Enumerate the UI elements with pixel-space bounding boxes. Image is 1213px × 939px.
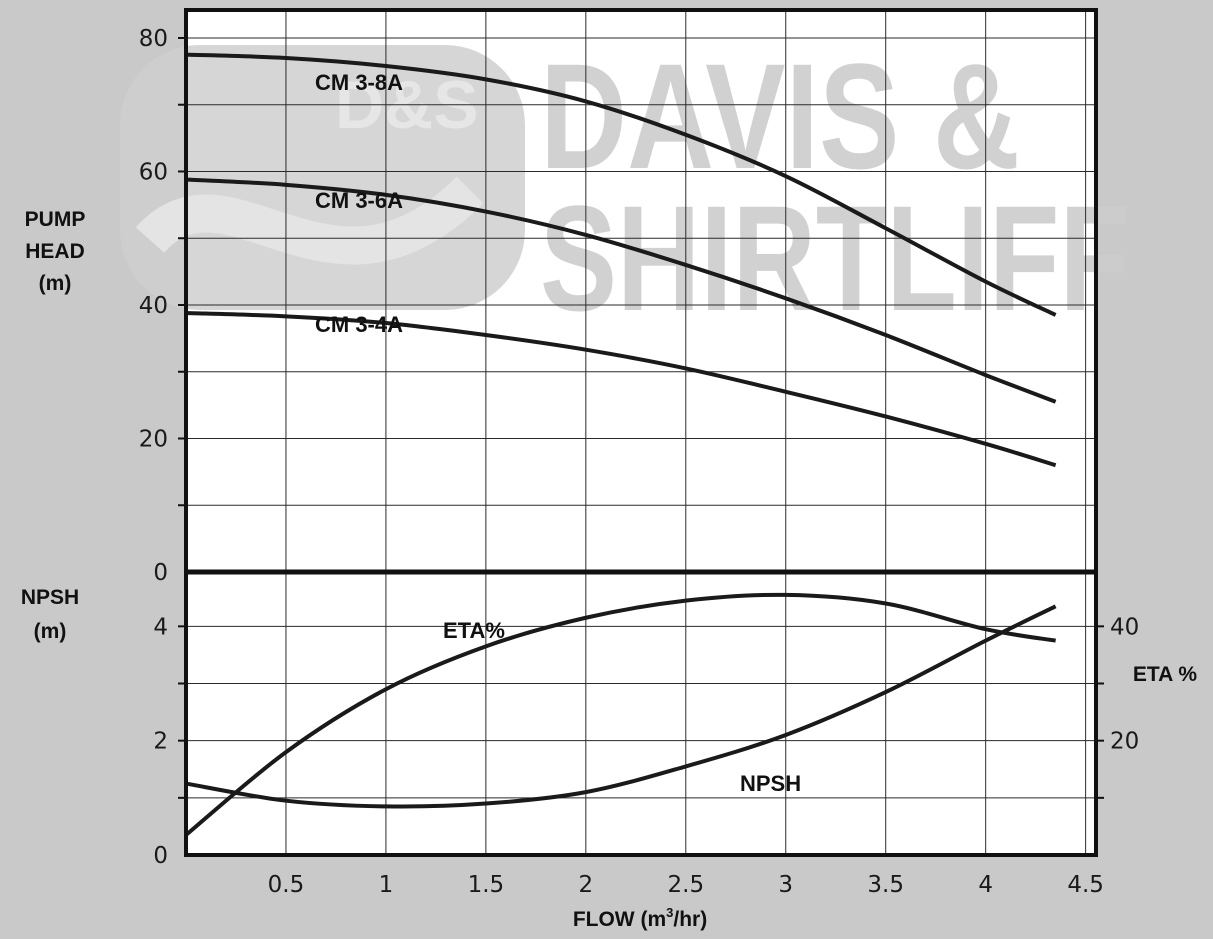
- y-tick-label: 20: [139, 426, 168, 452]
- watermark-logo: D&S DAVIS & SHIRTLIFF: [120, 32, 1130, 342]
- x-tick-label: 0.5: [268, 872, 305, 898]
- npsh-tick-label: 0: [153, 843, 168, 869]
- series-label-lower: NPSH: [740, 771, 801, 796]
- x-axis-label: FLOW (m3/hr): [573, 905, 707, 931]
- y-axis-label-pump: PUMP: [25, 208, 86, 231]
- series-label-lower: ETA%: [443, 618, 505, 643]
- y-axis-label-unit: (m): [39, 272, 72, 295]
- eta-tick-label: 40: [1110, 614, 1139, 640]
- curve-cm-3-4a: [185, 310, 1057, 468]
- x-axis-label-main: FLOW (m: [573, 908, 666, 931]
- x-tick-label: 2.5: [668, 872, 705, 898]
- x-tick-label: 1: [379, 872, 394, 898]
- curves: [184, 52, 1057, 837]
- y-tick-label: 60: [139, 159, 168, 185]
- y-tick-label: 40: [139, 293, 168, 319]
- grid-lines: [178, 10, 1104, 855]
- eta-axis-label: ETA %: [1133, 663, 1197, 686]
- npsh-axis-unit: (m): [34, 620, 67, 643]
- y-tick-label: 0: [153, 560, 168, 586]
- npsh-tick-label: 2: [153, 729, 168, 755]
- x-tick-label: 4.5: [1067, 872, 1104, 898]
- x-tick-label: 2: [579, 872, 594, 898]
- plot-frame: [184, 8, 1098, 857]
- curve-cm-3-6a: [185, 177, 1057, 404]
- curve-cm-3-8a: [185, 52, 1057, 317]
- x-tick-label: 3: [778, 872, 793, 898]
- eta-tick-label: 20: [1110, 729, 1139, 755]
- x-axis-label-end: /hr): [673, 908, 707, 931]
- series-label: CM 3-6A: [315, 188, 403, 213]
- curve-eta: [184, 592, 1056, 837]
- npsh-axis-label: NPSH: [21, 586, 79, 609]
- x-axis-label-sup: 3: [666, 905, 673, 920]
- series-labels: CM 3-8A CM 3-6A CM 3-4A ETA% NPSH: [315, 70, 801, 796]
- y-axis-label-head: HEAD: [25, 240, 85, 263]
- tick-labels: 0.5 1 1.5 2 2.5 3 3.5 4 4.5 0 20 40 60 80 0 2 4 20 40: [139, 26, 1140, 898]
- y-tick-label: 80: [139, 26, 168, 52]
- curve-npsh: [185, 604, 1057, 809]
- x-tick-label: 3.5: [867, 872, 904, 898]
- x-tick-label: 1.5: [468, 872, 505, 898]
- series-label: CM 3-8A: [315, 70, 403, 95]
- npsh-tick-label: 4: [153, 614, 168, 640]
- x-tick-label: 4: [978, 872, 993, 898]
- series-label: CM 3-4A: [315, 312, 403, 337]
